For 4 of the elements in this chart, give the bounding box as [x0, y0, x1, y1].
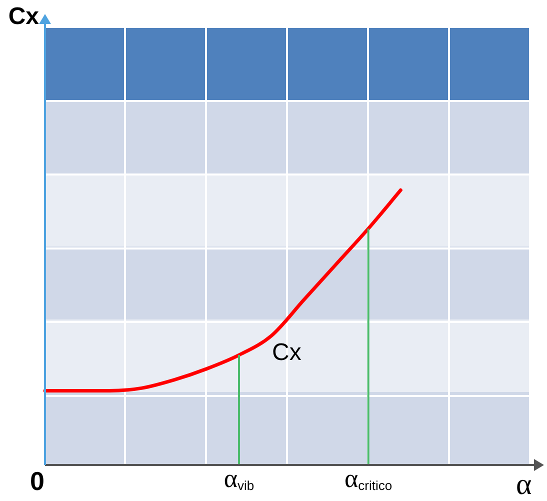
text: 0: [30, 466, 44, 496]
x-axis-title: α: [516, 468, 532, 501]
annotation: Cx: [272, 339, 302, 366]
text: Cx: [8, 3, 40, 30]
